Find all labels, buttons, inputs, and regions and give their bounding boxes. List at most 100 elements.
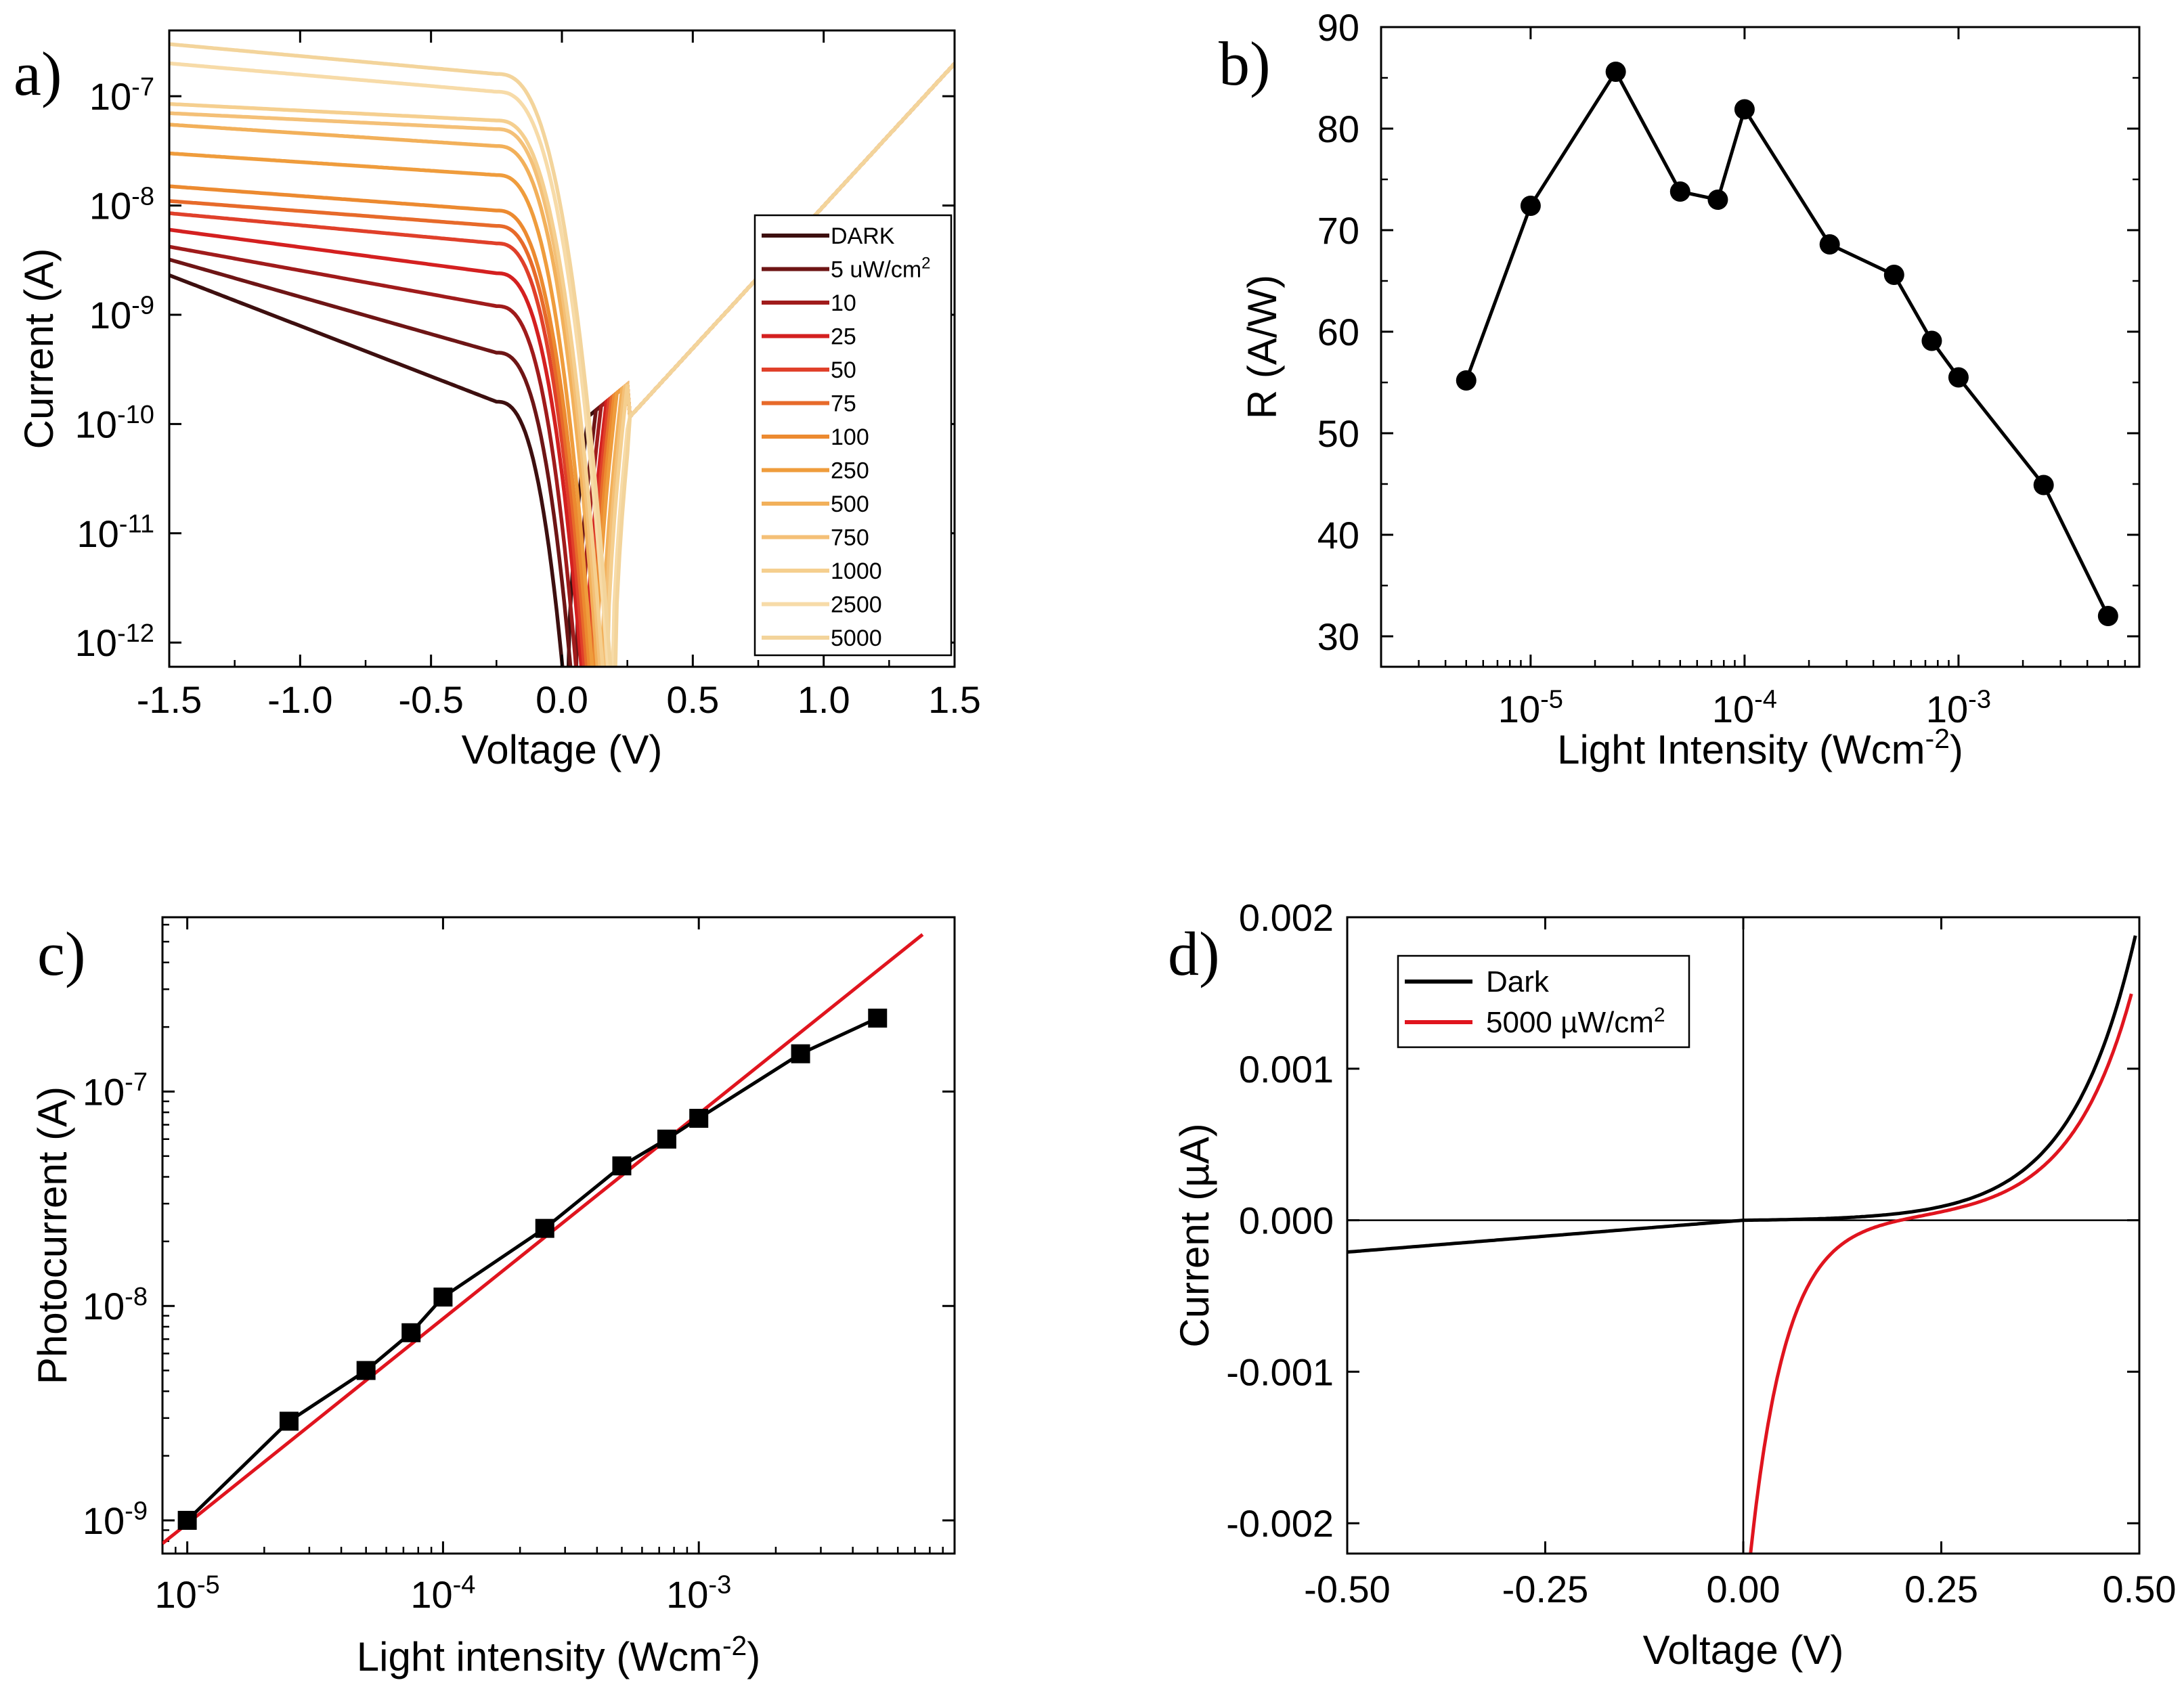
photocurrent-point-7 <box>657 1129 677 1149</box>
legend-label-a-9-value: 750 <box>831 525 869 551</box>
legend-label-d-1-text: 5000 µW/cm <box>1486 1006 1654 1039</box>
x-ticklabel-d-1: -0.25 <box>1502 1568 1589 1610</box>
responsivity-point-7 <box>1883 265 1904 285</box>
x-axis-label-b-base: Light Intensity (Wcm <box>1557 727 1925 772</box>
legend-label-a-7-value: 250 <box>831 458 869 484</box>
panel-d-curves <box>1347 935 2137 1554</box>
x-ticklabel-c-1-base: 10 <box>410 1573 452 1616</box>
y-ticklabel-d-2: 0.000 <box>1239 1200 1334 1242</box>
photocurrent-point-9 <box>791 1044 810 1063</box>
legend-d <box>1397 954 1690 1049</box>
photocurrent-point-10 <box>868 1009 888 1028</box>
legend-label-a-3: 25 <box>831 324 856 350</box>
legend-label-a-8-value: 500 <box>831 491 869 517</box>
panel-label-d: d) <box>1168 919 1220 988</box>
legend-label-a-4-value: 50 <box>831 357 856 383</box>
photocurrent-point-2 <box>356 1361 376 1380</box>
x-ticklabel-b-1-exp: -4 <box>1754 686 1777 714</box>
legend-label-a-1: 5 uW/cm2 <box>831 255 931 283</box>
y-ticklabel-c-1-exp: -8 <box>125 1283 148 1311</box>
responsivity-point-11 <box>2097 606 2118 626</box>
legend-label-a-7: 250 <box>831 458 869 484</box>
responsivity-point-6 <box>1819 234 1840 255</box>
legend-label-a-0-value: DARK <box>831 223 895 249</box>
y-ticklabel-a-0-exp: -12 <box>117 619 154 648</box>
y-axis-label-a: Current (A) <box>16 248 62 449</box>
x-axis-label-c-exp: -2 <box>722 1630 747 1661</box>
x-ticklabel-a-3: 0.0 <box>536 678 588 721</box>
y-ticklabel-d-0: -0.002 <box>1226 1502 1334 1545</box>
x-ticklabel-a-2: -0.5 <box>398 678 464 721</box>
x-ticklabel-d-4: 0.50 <box>2103 1568 2177 1610</box>
y-ticklabel-a-4-exp: -8 <box>131 182 154 211</box>
y-ticklabel-a-0-base: 10 <box>75 621 117 664</box>
panel-label-a: a) <box>14 39 62 108</box>
y-ticklabel-a-3: 10-9 <box>89 292 154 336</box>
legend-unit-a-exp: 2 <box>921 255 930 273</box>
x-axis-label-a: Voltage (V) <box>462 727 663 772</box>
legend-label-a-2-value: 10 <box>831 290 856 316</box>
y-ticklabel-a-5-exp: -7 <box>131 73 154 102</box>
responsivity-point-0 <box>1456 370 1477 391</box>
y-ticklabel-c-2-base: 10 <box>83 1070 125 1113</box>
panel-d: -0.50 -0.25 0.00 0.25 0.50 -0.002 -0.001 0.000 0… <box>1168 896 2177 1673</box>
y-ticklabel-a-1: 10-11 <box>77 510 154 555</box>
y-ticklabel-b-0: 30 <box>1317 615 1359 658</box>
x-ticklabel-b-2-exp: -3 <box>1968 686 1991 714</box>
x-ticklabel-c-0-base: 10 <box>155 1573 197 1616</box>
y-ticklabel-a-2-exp: -10 <box>117 401 154 429</box>
x-ticklabel-d-0: -0.50 <box>1304 1568 1391 1610</box>
photocurrent-point-4 <box>433 1288 453 1307</box>
y-ticklabel-a-5: 10-7 <box>89 73 154 118</box>
x-ticklabel-b-0-exp: -5 <box>1540 686 1563 714</box>
y-axis-label-c: Photocurrent (A) <box>30 1086 75 1384</box>
legend-label-a-10-value: 1000 <box>831 558 882 584</box>
x-ticklabel-a-4: 0.5 <box>666 678 719 721</box>
x-axis-label-b-suffix: ) <box>1950 727 1963 772</box>
y-ticklabel-d-1: -0.001 <box>1226 1350 1334 1393</box>
panel-b-frame <box>1380 26 2141 668</box>
x-ticklabel-b-1-base: 10 <box>1712 688 1754 730</box>
linear-fit-line <box>162 933 924 1545</box>
legend-label-a-10: 1000 <box>831 558 882 584</box>
x-ticklabel-b-0-base: 10 <box>1498 688 1540 730</box>
x-ticklabel-a-0: -1.5 <box>137 678 202 721</box>
y-ticklabel-c-1: 10-8 <box>83 1283 148 1327</box>
panel-c-frame <box>161 916 956 1555</box>
y-ticklabel-b-2: 50 <box>1317 412 1359 455</box>
dark-iv-curve <box>1347 935 2137 1254</box>
legend-label-a-5-value: 75 <box>831 391 856 417</box>
responsivity-point-2 <box>1605 62 1626 82</box>
photocurrent-point-5 <box>535 1218 554 1238</box>
photocurrent-point-1 <box>279 1411 299 1431</box>
panel-label-b: b) <box>1219 29 1271 98</box>
y-ticklabel-a-4: 10-8 <box>89 182 154 227</box>
photocurrent-point-6 <box>612 1156 632 1176</box>
y-ticklabel-a-3-base: 10 <box>89 294 131 336</box>
responsivity-point-4 <box>1707 190 1728 210</box>
x-ticklabel-a-1: -1.0 <box>267 678 333 721</box>
x-ticklabel-c-1: 10-4 <box>410 1571 475 1616</box>
x-axis-label-b-exp: -2 <box>1925 723 1950 754</box>
x-axis-label-c-base: Light intensity (Wcm <box>357 1634 722 1679</box>
x-ticklabel-b-2-base: 10 <box>1926 688 1968 730</box>
y-ticklabel-c-0-base: 10 <box>83 1499 125 1542</box>
x-axis-label-c-suffix: ) <box>747 1634 760 1679</box>
y-ticklabel-c-1-base: 10 <box>83 1285 125 1327</box>
y-ticklabel-a-2-base: 10 <box>75 403 117 445</box>
y-ticklabel-c-0: 10-9 <box>83 1497 148 1542</box>
legend-label-a-11-value: 2500 <box>831 592 882 618</box>
x-ticklabel-d-2: 0.00 <box>1707 1568 1781 1610</box>
legend-unit-a-text: uW/cm <box>850 257 921 283</box>
legend-label-d-0-text: Dark <box>1486 965 1550 998</box>
y-ticklabel-a-5-base: 10 <box>89 75 131 118</box>
responsivity-point-9 <box>1948 367 1969 388</box>
responsivity-point-8 <box>1921 330 1942 351</box>
legend-label-a-9: 750 <box>831 525 869 551</box>
panel-a: -1.5 -1.0 -0.5 0.0 0.5 1.0 1.510-1210-1110-101… <box>14 29 981 772</box>
y-ticklabel-b-3: 60 <box>1317 311 1359 353</box>
x-axis-label-d: Voltage (V) <box>1643 1627 1844 1673</box>
x-ticklabel-b-0: 10-5 <box>1498 686 1563 730</box>
